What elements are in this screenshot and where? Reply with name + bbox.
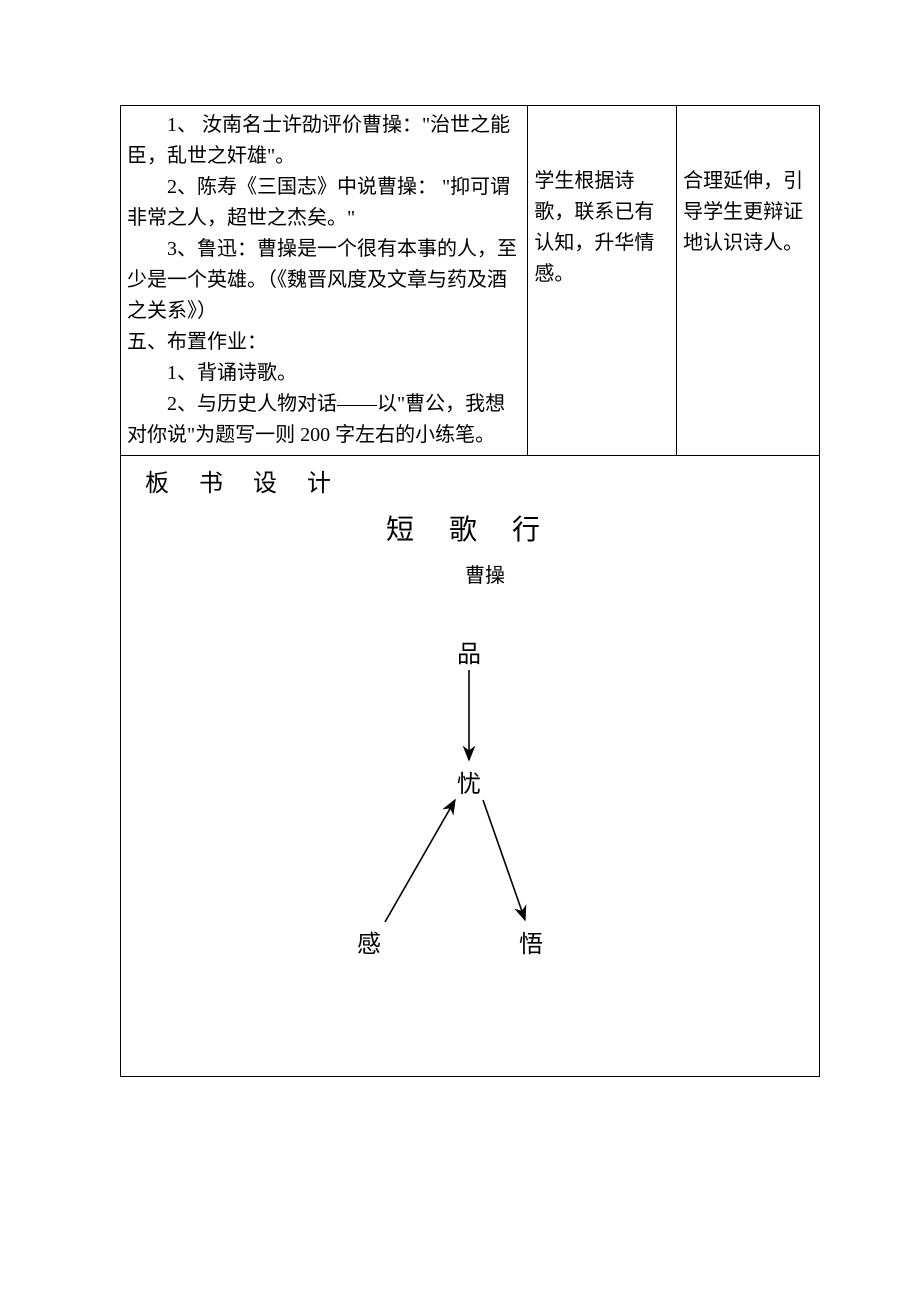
body-line: 2、与历史人物对话——以"曹公，我想对你说"为题写一则 200 字左右的小练笔。 (127, 389, 521, 451)
cell-content-mid: 学生根据诗歌，联系已有认知，升华情感。 (528, 106, 677, 456)
poem-author: 曹操 (127, 561, 813, 592)
body-text: 1、 汝南名士许劭评价曹操："治世之能臣，乱世之奸雄"。2、陈寿《三国志》中说曹… (127, 110, 521, 451)
body-line: 3、鲁迅：曹操是一个很有本事的人，至少是一个英雄。（《魏晋风度及文章与药及酒之关… (127, 234, 521, 327)
right-text: 合理延伸，引导学生更辩证地认识诗人。 (683, 110, 813, 259)
diagram: 品忧感 悟 (127, 592, 813, 1072)
body-line: 1、 汝南名士许劭评价曹操："治世之能臣，乱世之奸雄"。 (127, 110, 521, 172)
table-row: 板 书 设 计 短 歌 行 曹操 品忧感 悟 (121, 456, 820, 1077)
diagram-edge (483, 800, 525, 920)
body-line: 1、背诵诗歌。 (127, 358, 521, 389)
diagram-node-pin: 品 (457, 637, 481, 674)
cell-content-right: 合理延伸，引导学生更辩证地认识诗人。 (677, 106, 820, 456)
diagram-edge (385, 800, 455, 922)
diagram-node-you: 忧 (457, 767, 481, 804)
diagram-node-gan: 感 (357, 927, 381, 964)
page: 1、 汝南名士许劭评价曹操："治世之能臣，乱世之奸雄"。2、陈寿《三国志》中说曹… (0, 0, 920, 1077)
section-header: 板 书 设 计 (127, 460, 813, 505)
cell-board-design: 板 书 设 计 短 歌 行 曹操 品忧感 悟 (121, 456, 820, 1077)
title-block: 短 歌 行 曹操 (127, 509, 813, 591)
mid-text: 学生根据诗歌，联系已有认知，升华情感。 (534, 110, 670, 290)
body-line: 五、布置作业： (127, 327, 521, 358)
poem-title: 短 歌 行 (127, 509, 813, 552)
main-table: 1、 汝南名士许劭评价曹操："治世之能臣，乱世之奸雄"。2、陈寿《三国志》中说曹… (120, 105, 820, 1077)
table-row: 1、 汝南名士许劭评价曹操："治世之能臣，乱世之奸雄"。2、陈寿《三国志》中说曹… (121, 106, 820, 456)
diagram-node-wu: 悟 (519, 927, 543, 964)
body-line: 2、陈寿《三国志》中说曹操： "抑可谓非常之人，超世之杰矣。" (127, 172, 521, 234)
cell-content-left: 1、 汝南名士许劭评价曹操："治世之能臣，乱世之奸雄"。2、陈寿《三国志》中说曹… (121, 106, 528, 456)
